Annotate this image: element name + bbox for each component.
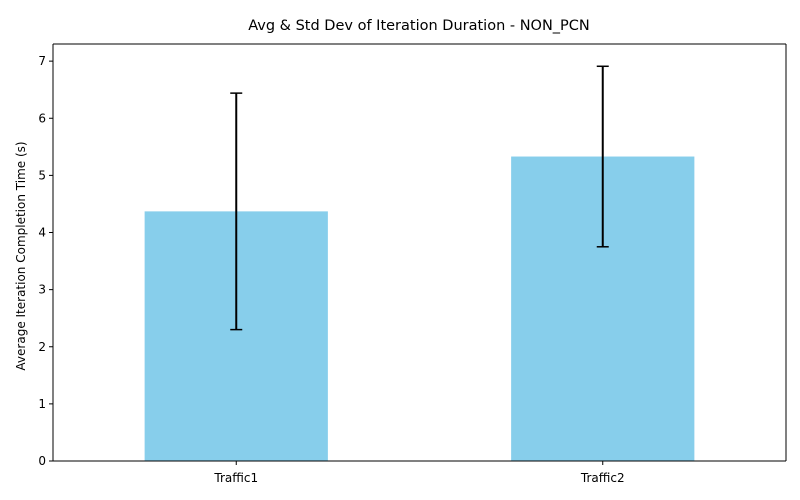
y-tick-label: 2 (38, 340, 46, 354)
y-axis-label: Average Iteration Completion Time (s) (14, 141, 28, 370)
y-tick-label: 1 (38, 397, 46, 411)
y-tick-label: 4 (38, 226, 46, 240)
y-tick-label: 0 (38, 454, 46, 468)
y-tick-label: 6 (38, 111, 46, 125)
y-tick-label: 5 (38, 168, 46, 182)
chart-title: Avg & Std Dev of Iteration Duration - NO… (248, 18, 590, 34)
x-tick-label: Traffic2 (580, 471, 625, 485)
plot-area: 0 1 2 3 4 5 6 7 Traffic1 Traffic2 (38, 43, 787, 485)
x-tick-label: Traffic1 (213, 471, 258, 485)
y-tick-label: 7 (38, 54, 46, 68)
y-tick-label: 3 (38, 283, 46, 297)
